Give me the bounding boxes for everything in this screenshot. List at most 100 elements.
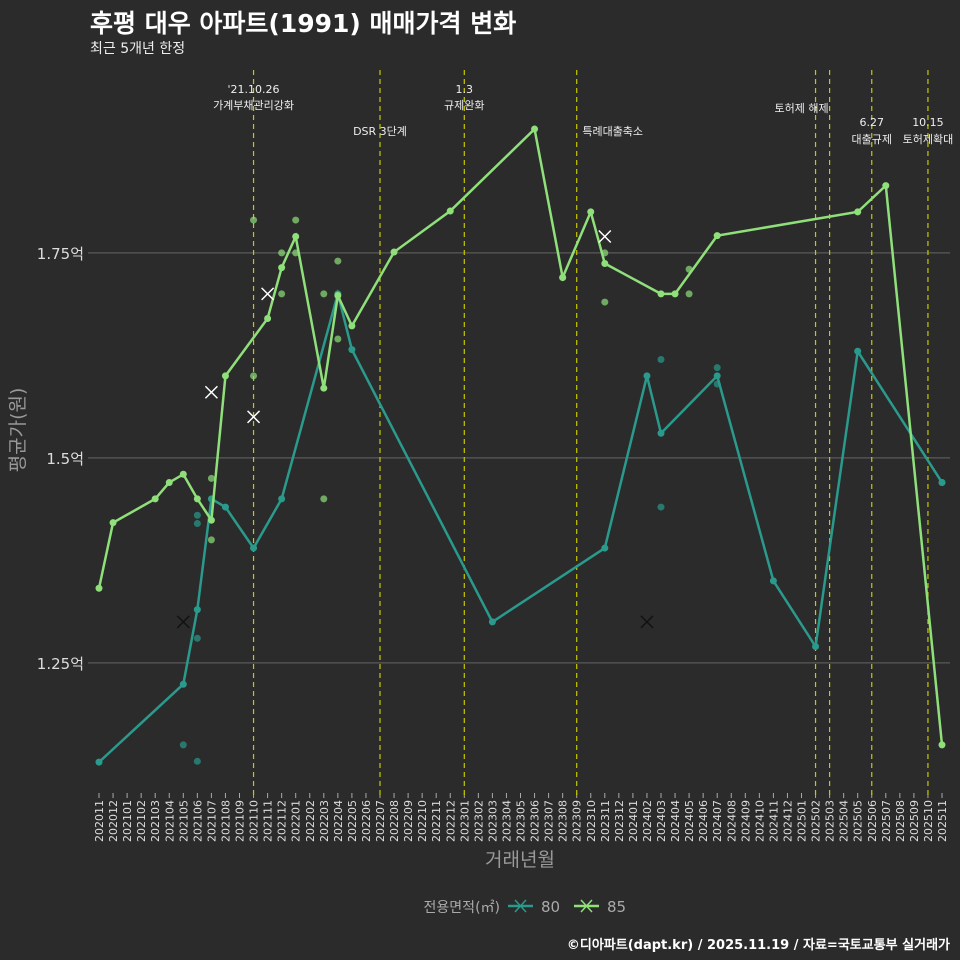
x-tick-label: 202304 [500,800,513,842]
data-point-80 [193,757,201,765]
line-point-80 [250,544,258,552]
data-point-80 [193,511,201,519]
x-tick-label: 202209 [402,800,415,842]
x-tick-label: 202506 [866,800,879,842]
data-point-80 [193,519,201,527]
x-tick-label: 202207 [374,800,387,842]
line-point-85 [882,182,890,190]
x-tick-label: 202408 [725,800,738,842]
x-tick-label: 202301 [458,800,471,842]
x-tick-label: 202109 [234,800,247,842]
x-tick-label: 202508 [894,800,907,842]
data-point-80 [179,741,187,749]
line-point-85 [221,372,229,380]
data-point-85 [320,290,328,298]
cross-marker-85 [204,385,218,399]
line-point-85 [193,495,201,503]
line-point-85 [165,478,173,486]
y-tick-label: 1.5억 [46,450,84,468]
x-tick-label: 202411 [767,800,780,842]
line-point-85 [207,516,215,524]
x-tick-label: 202406 [697,800,710,842]
legend-label-85: 85 [607,898,626,916]
x-tick-label: 202206 [360,800,373,842]
x-tick-label: 202101 [121,800,134,842]
event-label: 토허제확대 [903,133,954,146]
x-tick-label: 202409 [739,800,752,842]
data-point-80 [713,364,721,372]
line-point-85 [292,232,300,240]
line-point-80 [713,372,721,380]
data-point-85 [278,290,286,298]
x-tick-label: 202205 [346,800,359,842]
x-tick-label: 202208 [388,800,401,842]
x-tick-label: 202405 [683,800,696,842]
x-tick-label: 202310 [585,800,598,842]
data-point-80 [657,503,665,511]
line-point-80 [601,544,609,552]
x-tick-label: 202509 [908,800,921,842]
x-tick-label: 202105 [177,800,190,842]
y-axis-title: 평균가(원) [7,388,29,473]
x-tick-label: 202204 [332,800,345,842]
data-point-85 [250,216,258,224]
event-label: 토허제 해제 [774,101,828,115]
line-point-80 [179,680,187,688]
cross-marker-85 [261,287,275,301]
x-tick-label: 202111 [262,800,275,842]
y-tick-label: 1.25억 [37,655,84,673]
line-point-80 [221,503,229,511]
line-point-85 [854,208,862,216]
legend-cross-85 [580,899,593,913]
legend-title: 전용면적(㎡) [424,900,500,916]
data-point-85 [685,290,693,298]
line-point-85 [151,495,159,503]
event-label: 10.15 [912,116,944,129]
event-label: 대출규제 [852,133,892,146]
line-point-85 [320,384,328,392]
line-point-80 [278,495,286,503]
x-tick-label: 202510 [922,800,935,842]
x-tick-label: 202102 [135,800,148,842]
x-tick-label: 202505 [852,800,865,842]
x-tick-label: 202403 [655,800,668,842]
data-point-80 [657,355,665,363]
line-point-80 [488,618,496,626]
line-point-80 [938,478,946,486]
data-point-85 [334,335,342,343]
line-point-85 [713,232,721,240]
data-point-85 [207,474,215,482]
x-tick-label: 202202 [304,800,317,842]
x-tick-label: 202201 [290,800,303,842]
x-tick-label: 202308 [557,800,570,842]
line-point-85 [278,264,286,272]
event-label: 특례대출축소 [582,125,643,138]
cross-marker-85 [247,410,261,424]
x-tick-label: 202401 [627,800,640,842]
chart-title: 후평 대우 아파트(1991) 매매가격 변화 [90,9,517,38]
line-point-85 [938,741,946,749]
x-tick-label: 202012 [107,800,120,842]
line-point-80 [348,346,356,354]
x-tick-label: 202412 [781,800,794,842]
event-label: 규제완화 [444,99,484,112]
x-tick-label: 202106 [191,800,204,842]
x-tick-label: 202307 [543,800,556,842]
line-point-85 [334,292,342,300]
data-point-85 [250,372,258,380]
legend-cross-80 [514,899,527,913]
data-point-85 [292,216,300,224]
x-tick-label: 202507 [880,800,893,842]
line-point-85 [179,470,187,478]
x-tick-label: 202107 [205,800,218,842]
line-point-85 [264,314,272,322]
x-tick-label: 202303 [486,800,499,842]
line-point-85 [559,273,567,281]
x-tick-label: 202103 [149,800,162,842]
chart-subtitle: 최근 5개년 한정 [90,41,186,57]
line-point-80 [657,429,665,437]
data-point-85 [601,298,609,306]
event-label: 가계부채관리강화 [213,99,294,112]
